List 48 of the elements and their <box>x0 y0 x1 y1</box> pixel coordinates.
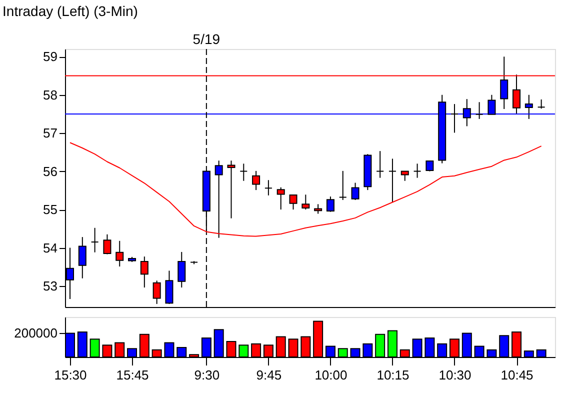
candlestick <box>178 251 186 288</box>
candlestick <box>376 150 384 178</box>
candlestick <box>500 56 508 110</box>
candlestick <box>90 227 99 253</box>
y-tick-label: 57 <box>43 126 58 141</box>
candlestick <box>227 160 236 219</box>
candlestick <box>240 163 248 182</box>
candlestick <box>264 180 272 196</box>
x-tick-label: 15:45 <box>116 368 149 382</box>
x-tick-label: 9:45 <box>256 368 282 382</box>
candlestick <box>475 102 484 120</box>
candlestick <box>351 182 360 200</box>
candlestick <box>140 256 148 288</box>
candlestick <box>289 194 298 210</box>
candlestick <box>252 170 260 191</box>
chart-title: Intraday (Left) (3-Min) <box>2 3 138 19</box>
x-tick-label: 9:30 <box>194 368 220 382</box>
candlestick <box>78 236 86 279</box>
x-tick-label: 10:30 <box>438 368 472 382</box>
y-tick-label: 53 <box>43 278 58 294</box>
candlestick <box>214 160 223 238</box>
candlestick <box>537 98 546 110</box>
x-tick-label: 10:45 <box>500 368 534 382</box>
candlestick <box>152 280 161 304</box>
line-series <box>70 142 542 237</box>
candlestick <box>314 204 322 214</box>
y-tick-label: 56 <box>43 164 58 179</box>
candlestick <box>388 158 396 203</box>
candlestick <box>302 194 310 210</box>
ref-line-label: 5/19 <box>192 31 220 47</box>
y-tick-label: 58 <box>43 87 58 102</box>
candlestick <box>276 186 285 210</box>
x-tick-label: 10:00 <box>314 368 348 382</box>
candlestick <box>413 163 422 178</box>
x-tick-label: 10:15 <box>376 368 410 382</box>
y-tick-label: 200000 <box>14 326 58 341</box>
x-tick-label: 15:30 <box>54 368 87 382</box>
candlestick <box>103 234 112 255</box>
y-tick-label: 55 <box>43 202 58 218</box>
y-tick-label: 54 <box>43 240 58 256</box>
candlestick <box>326 196 334 212</box>
candlestick <box>116 240 124 267</box>
candlestick <box>426 160 434 172</box>
candlestick <box>165 270 174 304</box>
candlestick <box>338 170 347 200</box>
candlestick <box>400 170 409 182</box>
candlestick <box>450 104 458 134</box>
y-tick-label: 59 <box>43 49 58 64</box>
